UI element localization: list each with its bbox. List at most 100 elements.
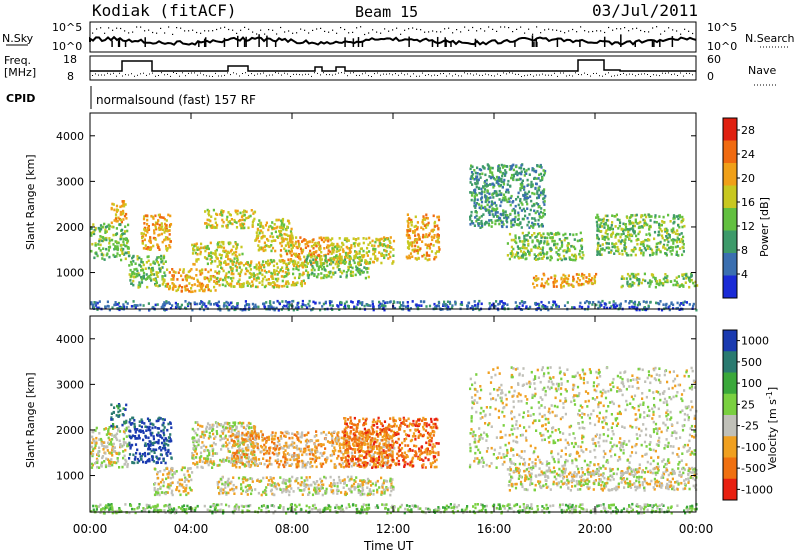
heatmap-cell (278, 229, 281, 233)
heatmap-cell (295, 236, 298, 239)
heatmap-cell (675, 250, 678, 254)
heatmap-cell (136, 428, 139, 431)
heatmap-cell (279, 260, 282, 263)
heatmap-cell (356, 252, 359, 256)
heatmap-cell (424, 243, 427, 246)
heatmap-cell (623, 249, 627, 253)
heatmap-cell (536, 302, 539, 306)
heatmap-cell (304, 246, 307, 249)
nsearch-point (556, 29, 558, 31)
heatmap-cell (530, 183, 533, 186)
heatmap-cell (578, 305, 581, 308)
heatmap-cell (566, 236, 569, 240)
heatmap-cell (444, 304, 447, 308)
heatmap-cell (258, 246, 261, 250)
heatmap-cell (343, 302, 347, 306)
nsearch-point (616, 28, 618, 30)
heatmap-cell (593, 275, 596, 278)
heatmap-cell (305, 260, 308, 264)
heatmap-cell (152, 261, 155, 265)
heatmap-cell (270, 232, 273, 235)
heatmap-cell (122, 437, 125, 441)
heatmap-cell (122, 407, 125, 410)
heatmap-cell (570, 258, 573, 261)
nsearch-point (320, 27, 322, 29)
heatmap-cell (116, 459, 120, 463)
heatmap-cell (667, 240, 670, 244)
heatmap-cell (162, 428, 165, 432)
heatmap-cell (286, 285, 289, 288)
heatmap-cell (164, 492, 167, 496)
heatmap-cell (683, 273, 686, 276)
nsearch-point (120, 27, 122, 30)
heatmap-cell (232, 260, 235, 264)
nave-point (482, 74, 483, 76)
nsearch-point (672, 29, 674, 31)
heatmap-cell (231, 222, 234, 226)
heatmap-cell (211, 224, 214, 227)
heatmap-cell (624, 246, 628, 249)
heatmap-cell (167, 213, 170, 217)
heatmap-cell (489, 169, 492, 172)
heatmap-cell (136, 257, 139, 261)
heatmap-cell (591, 303, 594, 306)
heatmap-cell (145, 247, 148, 250)
heatmap-cell (118, 223, 121, 226)
heatmap-cell (158, 215, 162, 219)
heatmap-cell (292, 267, 295, 271)
heatmap-cell (621, 253, 624, 256)
nave-point (494, 75, 495, 77)
heatmap-cell (485, 221, 488, 224)
heatmap-cell (249, 272, 253, 276)
heatmap-cell (426, 253, 429, 257)
nave-point (125, 74, 126, 76)
heatmap-cell (166, 285, 169, 288)
heatmap-cell (154, 238, 157, 241)
heatmap-cell (220, 266, 223, 269)
heatmap-cell (664, 306, 667, 310)
heatmap-cell (680, 237, 683, 241)
heatmap-cell (664, 276, 667, 279)
heatmap-cell (609, 226, 612, 230)
heatmap-cell (636, 303, 639, 307)
heatmap-cell (680, 302, 683, 305)
heatmap-cell (213, 275, 216, 279)
heatmap-cell (96, 306, 100, 310)
heatmap-cell (127, 254, 131, 258)
heatmap-cell (210, 215, 213, 218)
heatmap-cell (140, 278, 143, 281)
power-colorbar-label: Power [dB] (758, 197, 771, 257)
heatmap-cell (383, 256, 386, 260)
noise-tick-high-right: 10^5 (707, 21, 737, 34)
heatmap-cell (134, 262, 137, 265)
heatmap-cell (321, 305, 324, 308)
heatmap-cell (157, 246, 160, 249)
nave-point (311, 75, 312, 77)
heatmap-cell (140, 418, 143, 421)
nave-point (344, 72, 345, 74)
nave-point (263, 72, 264, 74)
heatmap-cell (502, 210, 505, 214)
heatmap-cell (576, 239, 579, 243)
heatmap-cell (673, 279, 676, 282)
heatmap-cell (643, 219, 646, 223)
heatmap-cell (144, 244, 147, 247)
heatmap-cell (178, 284, 181, 287)
heatmap-cell (406, 301, 409, 304)
heatmap-cell (285, 267, 288, 270)
heatmap-cell (637, 226, 640, 230)
heatmap-cell (495, 300, 498, 303)
heatmap-cell (302, 261, 305, 265)
heatmap-cell (535, 275, 538, 278)
heatmap-cell (372, 305, 375, 308)
heatmap-cell (235, 266, 239, 269)
heatmap-cell (165, 224, 168, 227)
heatmap-cell (470, 220, 474, 223)
heatmap-cell (288, 261, 291, 264)
heatmap-cell (97, 452, 100, 456)
heatmap-cell (226, 254, 229, 258)
heatmap-cell (199, 250, 202, 254)
heatmap-cell (475, 176, 478, 180)
heatmap-cell (365, 262, 368, 265)
heatmap-cell (212, 208, 215, 212)
